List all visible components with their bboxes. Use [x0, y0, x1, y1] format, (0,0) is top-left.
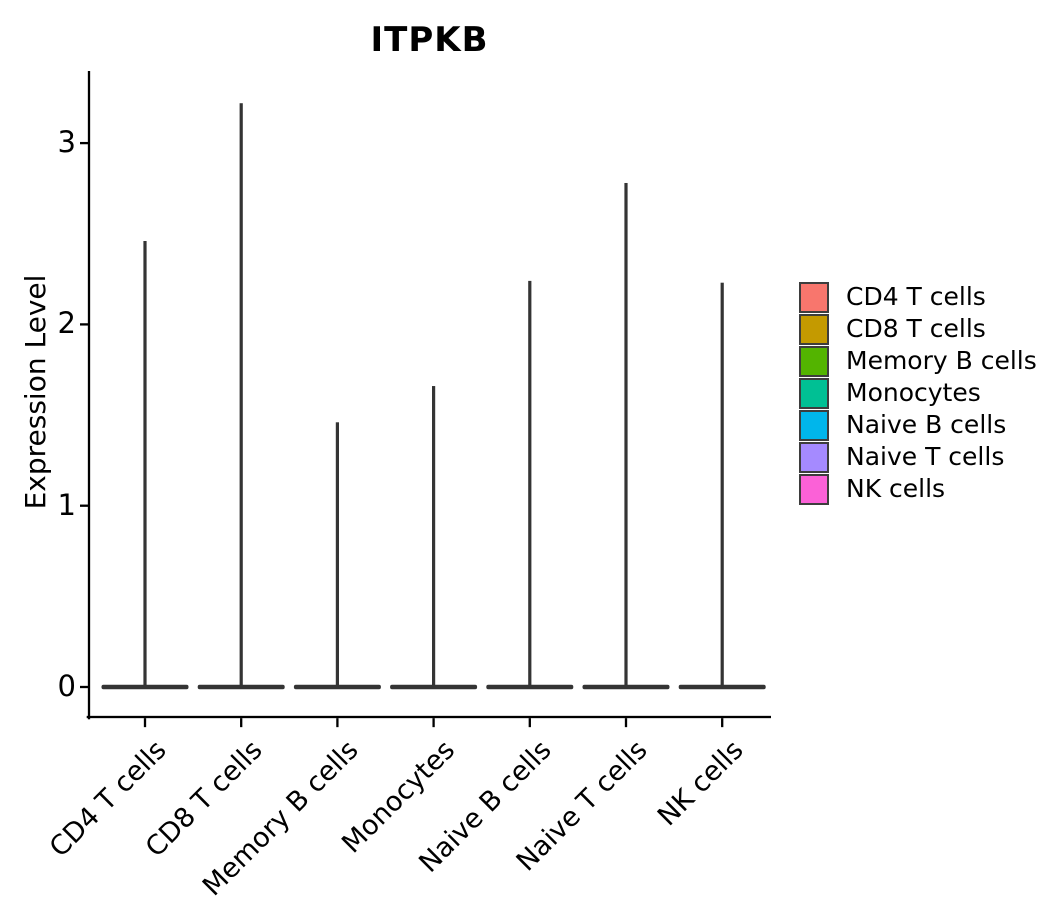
- violin-naive-t-cells: [582, 182, 670, 690]
- legend-item: Memory B cells: [799, 345, 1037, 377]
- violin-spike: [335, 422, 339, 687]
- violin-spike: [624, 182, 628, 687]
- legend-swatch-cd4-t-cells: [799, 281, 829, 313]
- y-tick-label-3: 3: [57, 125, 76, 159]
- legend-item: NK cells: [799, 473, 1037, 505]
- violin-cd8-t-cells: [197, 103, 285, 690]
- legend-item: Naive B cells: [799, 409, 1037, 441]
- legend-label: Monocytes: [846, 378, 981, 407]
- legend-label: Naive T cells: [846, 442, 1005, 471]
- violin-nk-cells: [678, 282, 766, 690]
- legend-item: CD8 T cells: [799, 313, 1037, 345]
- legend-item: Naive T cells: [799, 441, 1037, 473]
- y-tick-label-1: 1: [57, 488, 76, 522]
- legend-item: CD4 T cells: [799, 281, 1037, 313]
- violin-cd4-t-cells: [101, 241, 189, 690]
- legend: CD4 T cells CD8 T cells Memory B cells M…: [799, 281, 1037, 505]
- violin-spike: [143, 241, 147, 687]
- legend-item: Monocytes: [799, 377, 1037, 409]
- legend-swatch-naive-b-cells: [799, 409, 829, 441]
- y-tick-label-0: 0: [57, 669, 76, 703]
- legend-label: CD8 T cells: [846, 314, 986, 343]
- violin-spike: [720, 282, 724, 687]
- violin-memory-b-cells: [293, 422, 381, 690]
- legend-swatch-naive-t-cells: [799, 441, 829, 473]
- legend-swatch-memory-b-cells: [799, 345, 829, 377]
- legend-swatch-cd8-t-cells: [799, 313, 829, 345]
- violin-spike: [432, 386, 436, 687]
- chart-title: ITPKB: [370, 20, 489, 60]
- violin-spike: [528, 280, 532, 687]
- legend-swatch-monocytes: [799, 377, 829, 409]
- violin-monocytes: [390, 386, 478, 690]
- legend-label: Naive B cells: [846, 410, 1007, 439]
- legend-label: CD4 T cells: [846, 282, 986, 311]
- legend-label: NK cells: [846, 474, 946, 503]
- legend-label: Memory B cells: [846, 346, 1037, 375]
- legend-swatch-nk-cells: [799, 473, 829, 505]
- violin-naive-b-cells: [486, 280, 574, 690]
- y-tick-label-2: 2: [57, 306, 76, 340]
- violin-spike: [239, 103, 243, 688]
- y-axis-title: Expression Level: [19, 274, 52, 510]
